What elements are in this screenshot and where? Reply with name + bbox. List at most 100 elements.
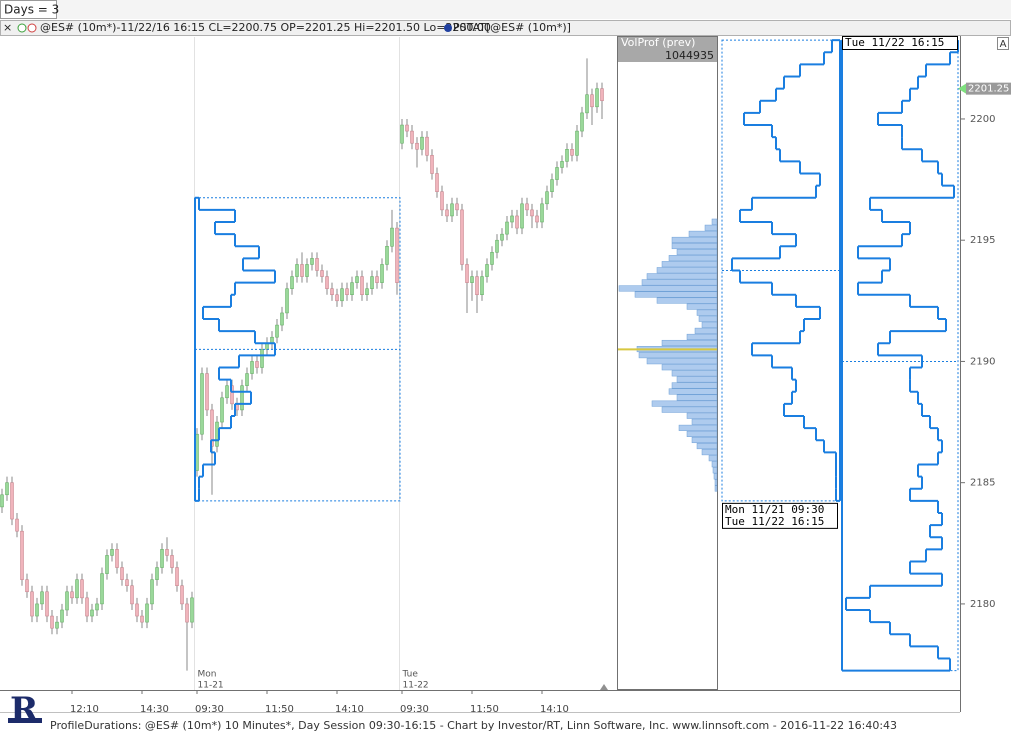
logo: R (8, 690, 42, 730)
candle-body (325, 276, 329, 289)
candle-body (370, 276, 374, 289)
candle-body (450, 203, 454, 217)
candle-body (465, 264, 469, 283)
candle-body (260, 349, 264, 368)
days-label[interactable]: Days = 3 (4, 3, 59, 17)
toolbar (0, 0, 1011, 19)
candle-body (220, 397, 224, 423)
candle-body (140, 615, 144, 623)
icon[interactable] (17, 23, 27, 33)
volume-bar (701, 321, 718, 328)
candle-body (75, 579, 79, 599)
candle-body (430, 155, 434, 174)
volume-bar (691, 418, 718, 425)
candle-body (5, 482, 9, 496)
volume-bar (656, 267, 718, 274)
volume-bar (713, 473, 718, 480)
candle-body (335, 294, 339, 302)
candle-body (495, 239, 499, 253)
candle-body (340, 288, 344, 302)
volume-bar (618, 285, 718, 292)
volume-bar (686, 430, 718, 437)
candle-body (480, 276, 484, 296)
profile-label: Tue 11/22 16:15 (725, 515, 824, 528)
candle-body (445, 209, 449, 217)
volume-bar (661, 364, 718, 371)
candle-body (100, 573, 104, 605)
auto-scale-label[interactable]: A (1000, 39, 1007, 50)
x-tick-label: 14:10 (540, 704, 569, 715)
volume-bar (698, 315, 718, 322)
candle-body (505, 221, 509, 235)
candle-body (435, 173, 439, 192)
x-tick-label: 11:50 (265, 704, 294, 715)
candle-body (500, 233, 504, 241)
volume-bar (646, 273, 718, 280)
candle-body (295, 264, 299, 277)
candle-body (490, 252, 494, 265)
candle-body (555, 167, 559, 180)
candle-body (600, 88, 604, 102)
candle-body (345, 288, 349, 296)
candle-body (160, 549, 164, 568)
volume-bar (676, 249, 718, 256)
volume-bar (688, 230, 718, 237)
candle-body (595, 88, 599, 108)
candle-body (70, 591, 74, 599)
candle-body (415, 142, 419, 150)
volume-bar (676, 376, 718, 383)
volume-bar (686, 303, 718, 310)
candle-body (330, 288, 334, 296)
auto-scale-button[interactable] (997, 37, 1009, 50)
candle-body (10, 482, 14, 520)
candle-body (145, 603, 149, 623)
scroll-marker[interactable] (600, 684, 608, 690)
candle-body (60, 609, 64, 623)
candle-body (545, 191, 549, 205)
candle-body (285, 288, 289, 314)
close-icon[interactable]: × (3, 21, 12, 34)
candle-body (350, 282, 354, 296)
profile-label-box (722, 502, 838, 529)
candle-body (520, 203, 524, 229)
volume-bar (638, 352, 718, 359)
candle-body (570, 149, 574, 156)
candle-body (320, 270, 324, 277)
candle-body (155, 567, 159, 580)
candle-body (275, 324, 279, 338)
candle-body (125, 579, 129, 586)
volume-bar (668, 388, 718, 395)
candle-body (85, 597, 89, 617)
candle-body (475, 276, 479, 296)
icon[interactable] (27, 23, 37, 33)
candle-body (35, 603, 39, 617)
candle-body (375, 276, 379, 283)
profile-label-box (842, 36, 958, 50)
candle-body (410, 130, 414, 144)
footer-text: ProfileDurations: @ES# (10m*) 10 Minutes… (50, 719, 897, 732)
last-price-arrow (958, 83, 966, 94)
volume-bar (696, 309, 718, 316)
candle-body (175, 567, 179, 586)
x-tick-label: 14:30 (140, 704, 169, 715)
candle-body (55, 621, 59, 629)
candle-body (250, 361, 254, 374)
volume-bar (711, 218, 718, 225)
volume-bar (691, 436, 718, 444)
volume-bar (646, 358, 718, 365)
candle-body (25, 579, 29, 593)
candle-body (560, 161, 564, 168)
candle-body (525, 203, 529, 211)
candle-body (115, 549, 119, 568)
y-tick-label: 2185 (970, 478, 995, 489)
candle-body (255, 361, 259, 368)
x-tick-label: 14:10 (335, 704, 364, 715)
candle-body (440, 191, 444, 211)
candle-body (280, 312, 284, 326)
days-box[interactable] (0, 0, 57, 19)
candle-body (185, 603, 189, 623)
candle-body (585, 94, 589, 114)
candle-body (485, 264, 489, 277)
y-tick-label: 2195 (970, 235, 995, 246)
